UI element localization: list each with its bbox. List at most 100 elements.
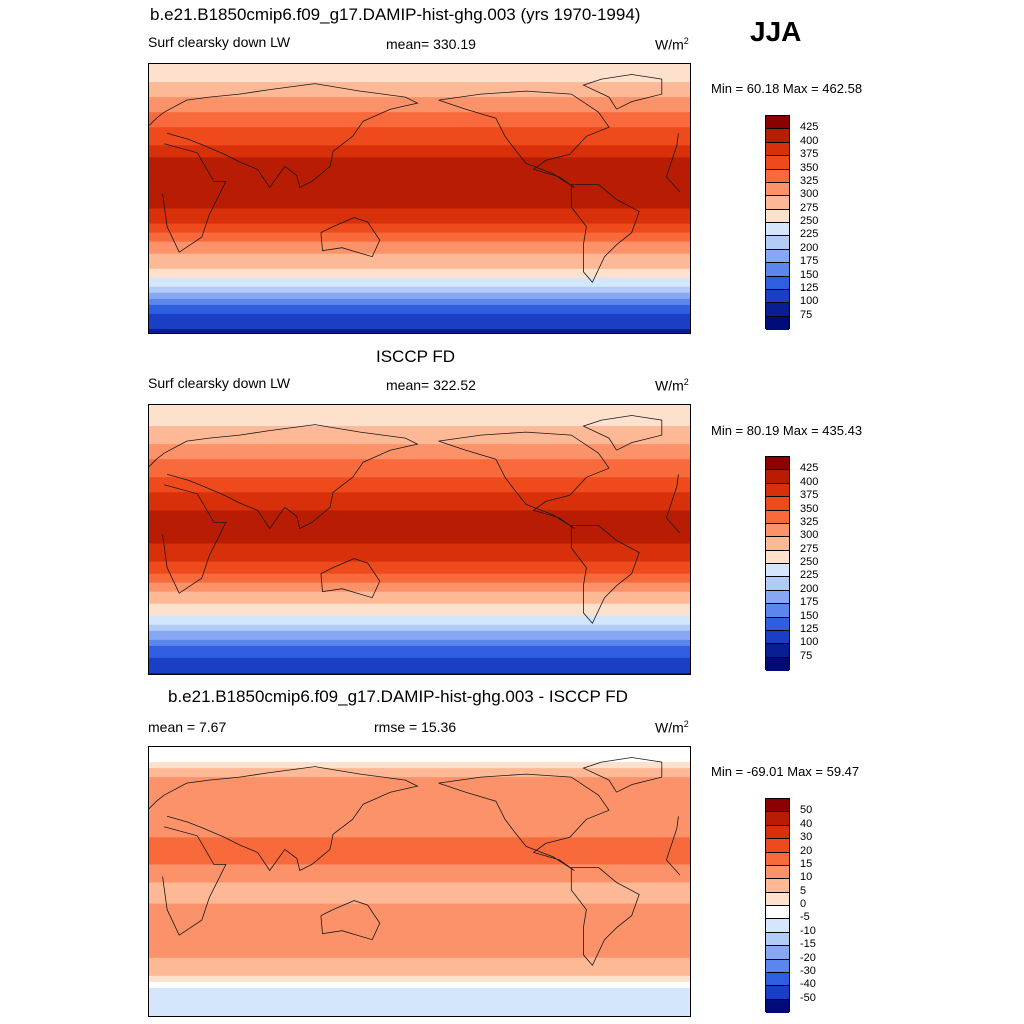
field-band (149, 552, 690, 557)
field-band (149, 531, 690, 536)
panel1-variable-label: Surf clearsky down LW (148, 34, 291, 50)
field-band (149, 423, 690, 427)
field-band (149, 1008, 690, 1013)
field-band (149, 76, 690, 80)
colorbar-tick-label: 300 (800, 188, 819, 201)
field-band (149, 289, 690, 294)
field-band (149, 124, 690, 128)
field-band (149, 274, 690, 279)
field-band (149, 750, 690, 754)
field-band (149, 639, 690, 644)
field-band (149, 540, 690, 545)
field-band (149, 651, 690, 656)
field-band (149, 879, 690, 884)
colorbar-swatch (766, 892, 789, 906)
field-band (149, 579, 690, 584)
coastline (438, 90, 610, 188)
colorbar-tick-label: 75 (800, 308, 813, 321)
colorbar-swatch (766, 590, 789, 605)
panel3-colorbar (765, 798, 790, 1013)
field-band (149, 244, 690, 249)
colorbar-swatch (766, 470, 789, 484)
colorbar-tick-label: 5 (800, 884, 807, 897)
colorbar-swatch (766, 865, 789, 880)
coastline (582, 415, 663, 451)
panel3-rmse-label: rmse = 15.36 (374, 719, 457, 735)
field-band (149, 468, 690, 472)
field-band (149, 588, 690, 593)
field-band (149, 948, 690, 953)
field-band (149, 172, 690, 177)
field-band (149, 747, 690, 751)
panel3-units: W/m2 (655, 719, 689, 736)
colorbar-swatch (766, 577, 789, 591)
colorbar-tick-label: 75 (800, 649, 813, 662)
colorbar-swatch (766, 142, 789, 157)
field-band (149, 813, 690, 817)
field-band (149, 477, 690, 481)
field-band (149, 537, 690, 542)
field-band (149, 885, 690, 890)
coastline (149, 766, 679, 872)
field-band (149, 612, 690, 617)
field-band (149, 151, 690, 155)
colorbar-tick-label: 40 (800, 817, 813, 830)
field-band (149, 951, 690, 956)
field-band (149, 990, 690, 995)
colorbar-swatch (766, 510, 789, 524)
field-band (149, 573, 690, 578)
field-band (149, 465, 690, 469)
colorbar-swatch (766, 657, 789, 671)
colorbar-tick-label: 15 (800, 857, 813, 870)
field-band (149, 1011, 690, 1016)
field-band (149, 262, 690, 267)
colorbar-tick-label: 125 (800, 622, 819, 635)
coastline (320, 217, 381, 258)
colorbar-tick-label: 325 (800, 515, 819, 528)
field-band (149, 849, 690, 853)
panel1-map (148, 63, 691, 334)
field-band (149, 471, 690, 475)
colorbar-swatch (766, 972, 789, 987)
field-band (149, 600, 690, 605)
colorbar-tick-label: -10 (800, 924, 816, 937)
field-band (149, 645, 690, 650)
colorbar-swatch (766, 236, 789, 250)
colorbar-swatch (766, 852, 789, 866)
field-band (149, 876, 690, 881)
field-band (149, 190, 690, 195)
field-band (149, 495, 690, 499)
field-band (149, 930, 690, 935)
coastline (162, 484, 681, 594)
field-band (149, 220, 690, 225)
colorbar-tick-label: 225 (800, 569, 819, 582)
colorbar-tick-label: 250 (800, 215, 819, 227)
colorbar-swatch (766, 825, 789, 840)
panel1-title: b.e21.B1850cmip6.f09_g17.DAMIP-hist-ghg.… (150, 5, 641, 24)
field-band (149, 822, 690, 826)
colorbar-tick-label: 150 (800, 609, 819, 622)
field-band (149, 816, 690, 820)
field-band (149, 666, 690, 671)
colorbar-tick-label: 100 (800, 295, 819, 308)
colorbar-swatch (766, 932, 789, 947)
field-band (149, 480, 690, 484)
field-band (149, 235, 690, 240)
field-band (149, 492, 690, 496)
field-band (149, 100, 690, 104)
field-band (149, 618, 690, 623)
field-band (149, 292, 690, 297)
field-band (149, 891, 690, 896)
field-band (149, 283, 690, 288)
field-band (149, 534, 690, 539)
field-band (149, 199, 690, 204)
colorbar-swatch (766, 999, 789, 1013)
coastline (570, 184, 640, 284)
field-band (149, 957, 690, 962)
field-band (149, 840, 690, 844)
colorbar-tick-label: 175 (800, 596, 819, 609)
field-band (149, 127, 690, 131)
field-band (149, 513, 690, 518)
field-band (149, 663, 690, 668)
field-band (149, 831, 690, 835)
